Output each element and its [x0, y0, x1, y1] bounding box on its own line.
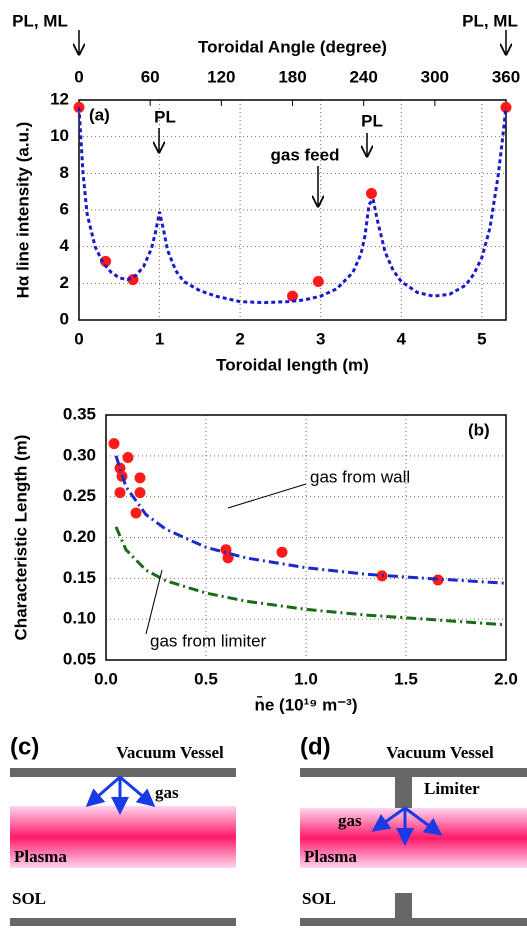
y-tick-label: 0.05 — [63, 649, 96, 668]
x2-tick-label: 360 — [492, 67, 520, 86]
x-tick-label: 1.5 — [394, 669, 418, 688]
y-tick-label: 2 — [60, 273, 69, 292]
x-axis-title: Toroidal length (m) — [216, 355, 369, 374]
data-point — [287, 290, 298, 302]
data-point — [276, 546, 288, 558]
y-tick-label: 0.20 — [63, 527, 96, 546]
plasma-label: Plasma — [304, 847, 357, 866]
vessel-wall — [300, 768, 527, 777]
x-tick-label: 0.5 — [194, 669, 218, 688]
panel-label: (a) — [89, 105, 110, 124]
gas-arrows — [371, 806, 443, 846]
curve — [77, 107, 508, 305]
vessel-label: Vacuum Vessel — [116, 743, 224, 762]
y-tick-label: 6 — [60, 199, 69, 218]
panel-label: (d) — [300, 733, 331, 760]
data-point — [108, 438, 120, 450]
x-tick-label: 4 — [397, 329, 407, 348]
y-tick-label: 8 — [60, 163, 69, 182]
x-tick-label: 1 — [155, 329, 164, 348]
x2-tick-label: 0 — [74, 67, 83, 86]
x-tick-label: 0 — [74, 329, 83, 348]
data-point — [432, 574, 444, 586]
plasma — [10, 806, 236, 868]
data-point — [134, 487, 146, 499]
y-axis-title: Hα line intensity (a.u.) — [13, 122, 32, 299]
x-tick-label: 1.0 — [294, 669, 318, 688]
curve — [114, 526, 507, 627]
series-label: gas from limiter — [150, 631, 267, 650]
x-tick-label: 2.0 — [494, 669, 518, 688]
plot-frame — [105, 414, 507, 661]
y-tick-label: 12 — [50, 89, 69, 108]
vessel-wall — [10, 918, 236, 926]
data-point — [312, 276, 324, 287]
vessel-wall — [300, 918, 527, 926]
x-axis-title: n̄e (10¹⁹ m⁻³) — [255, 695, 358, 714]
data-point — [365, 188, 377, 199]
annotation: PL, ML — [462, 11, 518, 30]
diagram-d: (d) Vacuum Vessel Limiter gas Plasma SOL — [300, 733, 527, 926]
x-tick-label: 3 — [316, 329, 325, 348]
y-tick-label: 0.10 — [63, 609, 96, 628]
y-tick-label: 0.15 — [63, 568, 96, 587]
y-tick-label: 0 — [60, 309, 69, 328]
limiter — [395, 893, 412, 926]
y-tick-label: 10 — [50, 126, 69, 145]
annotation: PL — [361, 111, 383, 130]
sol-label: SOL — [12, 889, 46, 908]
data-point — [114, 487, 126, 499]
annotation: gas feed — [271, 145, 340, 164]
limiter-label: Limiter — [424, 779, 480, 798]
x2-tick-label: 120 — [207, 67, 235, 86]
x2-tick-label: 180 — [278, 67, 306, 86]
x-tick-label: 5 — [477, 329, 486, 348]
data-point — [134, 472, 146, 484]
y-tick-label: 0.30 — [63, 445, 96, 464]
x2-tick-label: 240 — [349, 67, 377, 86]
x2-tick-label: 300 — [421, 67, 449, 86]
y-tick-label: 0.25 — [63, 486, 96, 505]
x-tick-label: 0.0 — [94, 669, 118, 688]
plot-frame — [78, 99, 507, 321]
plasma-label: Plasma — [14, 847, 67, 866]
vessel-wall — [10, 768, 236, 777]
x-tick-label: 2 — [235, 329, 244, 348]
label-leader — [145, 569, 163, 635]
curve — [114, 455, 507, 585]
series-label: gas from wall — [310, 467, 410, 486]
annotation: PL, ML — [12, 11, 68, 30]
panel-label: (c) — [10, 733, 39, 760]
data-point — [130, 507, 142, 519]
gas-arrows — [85, 775, 156, 815]
vessel-label: Vacuum Vessel — [386, 743, 494, 762]
diagram-c: (c) Vacuum Vessel gas Plasma SOL — [10, 733, 236, 926]
y-axis-title: Characteristic Length (m) — [11, 435, 30, 641]
panel-label: (b) — [468, 420, 490, 439]
annotation: PL — [154, 107, 176, 126]
data-point — [122, 451, 134, 463]
x2-axis-title: Toroidal Angle (degree) — [198, 37, 387, 56]
label-leader — [227, 483, 307, 509]
data-point — [100, 255, 112, 267]
y-tick-label: 4 — [60, 236, 70, 255]
x2-tick-label: 60 — [141, 67, 160, 86]
sol-label: SOL — [302, 889, 336, 908]
gas-label: gas — [155, 783, 179, 802]
limiter — [395, 768, 412, 808]
y-tick-label: 0.35 — [63, 404, 96, 423]
gas-label: gas — [338, 811, 362, 830]
